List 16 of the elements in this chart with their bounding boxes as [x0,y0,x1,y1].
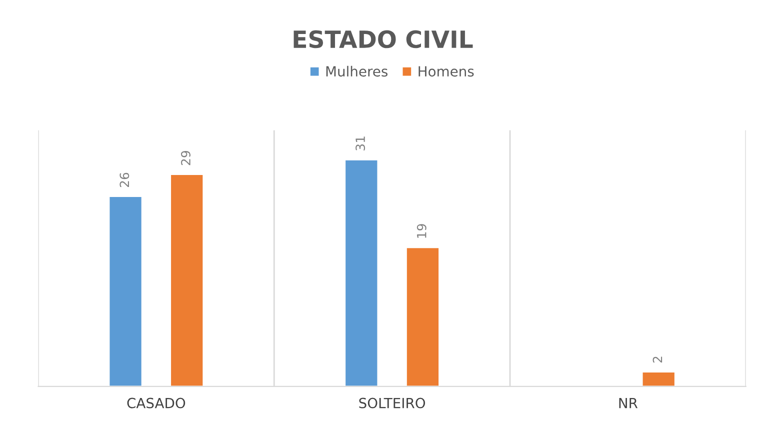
data-label: 2 [652,356,662,363]
chart-title: ESTADO CIVIL [294,30,473,48]
data-label: 31 [356,136,366,150]
bar [108,196,143,386]
legend-label: Mulheres [326,66,388,77]
data-label: 29 [181,150,190,166]
bar [406,246,440,386]
legend-label: Homens [418,66,474,77]
data-label: 26 [120,172,130,188]
x-tick-label: NR [619,398,638,408]
x-tick-label: CASADO [127,398,186,408]
bar [170,174,204,386]
bar [344,159,379,386]
x-tick-label: SOLTEIRO [359,398,426,408]
data-label: 19 [416,224,426,238]
bar [641,371,676,386]
